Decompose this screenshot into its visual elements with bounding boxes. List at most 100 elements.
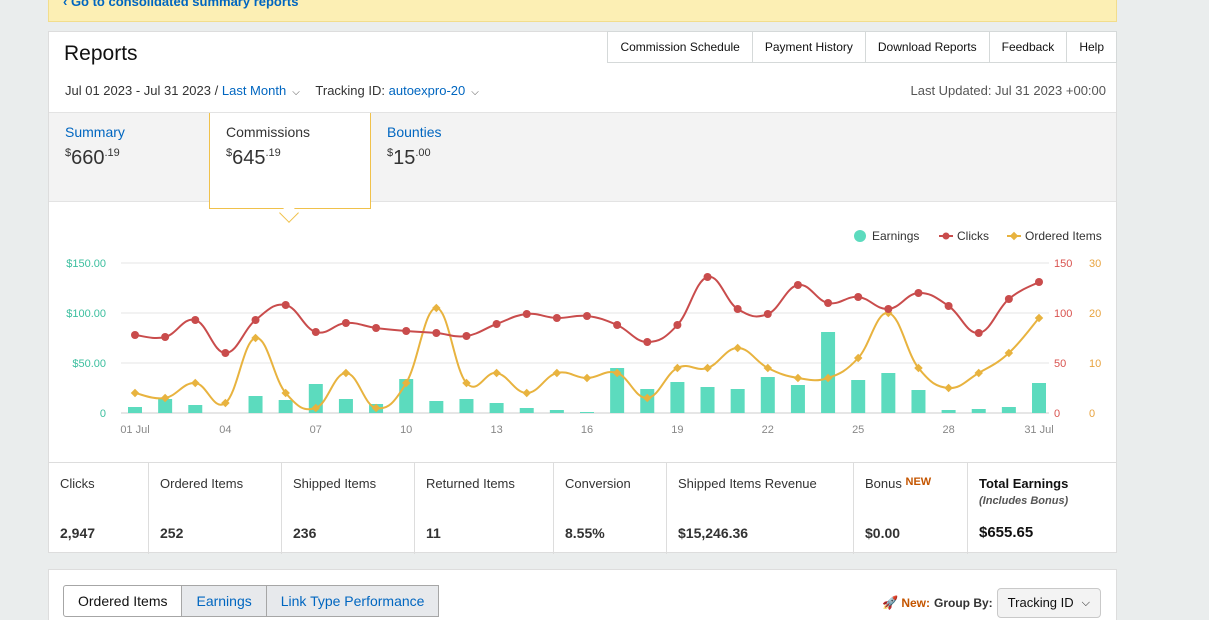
clicks-point [583,312,591,320]
earnings-bar [519,408,534,413]
clicks-point [492,320,501,328]
earnings-bar [429,401,444,413]
ordered-items-point [1034,313,1044,323]
y-clicks-tick: 150 [1054,258,1072,270]
y-ordered-tick: 20 [1089,308,1101,320]
tracking-id-dropdown[interactable]: autoexpro-20 ⌵ [388,83,479,98]
earnings-bar [851,380,866,413]
y-left-tick: 0 [100,408,106,420]
clicks-point [522,310,531,318]
stat-total-earnings: Total Earnings (Includes Bonus) $655.65 [979,476,1069,541]
date-range: Jul 01 2023 - Jul 31 2023 / [65,83,219,98]
consolidated-reports-link[interactable]: ‹ Go to consolidated summary reports [63,0,299,9]
clicks-point [854,293,863,301]
earnings-bar [580,412,594,413]
x-tick: 01 Jul [120,424,149,436]
y-left-tick: $150.00 [66,258,106,270]
clicks-point [1035,278,1043,286]
group-by-select[interactable]: Tracking ID ⌵ [996,588,1101,618]
ordered-items-point [522,388,531,398]
clicks-point [552,314,561,322]
consolidated-banner: ‹ Go to consolidated summary reports [48,0,1117,22]
earnings-bar [610,368,625,413]
report-links: Commission Schedule Payment History Down… [607,31,1117,63]
stat-ordered-items: Ordered Items 252 [149,463,282,554]
tab-link-type-performance[interactable]: Link Type Performance [265,585,440,617]
x-tick: 19 [671,424,683,436]
ordered-items-point [763,363,773,373]
ordered-items-point [432,303,441,313]
ordered-items-point [612,368,622,378]
page-title: Reports [64,42,138,65]
clicks-point [251,316,260,324]
new-badge: NEW [905,476,932,488]
legend-clicks-label: Clicks [957,229,989,243]
y-ordered-tick: 10 [1089,358,1101,370]
help-link[interactable]: Help [1066,31,1117,63]
feedback-link[interactable]: Feedback [988,31,1068,63]
tab-bounties[interactable]: Bounties $15.00 [371,113,531,203]
reports-card: Reports Commission Schedule Payment Hist… [48,31,1117,554]
clicks-point [613,321,622,329]
ordered-items-point [673,363,682,373]
x-tick: 07 [310,424,322,436]
earnings-bar [881,373,896,413]
earnings-bar [128,407,142,413]
legend-ordered-swatch [1009,231,1019,241]
earnings-bar [670,382,685,413]
tracking-id-label: Tracking ID: [315,83,385,98]
detail-tabs: Ordered Items Earnings Link Type Perform… [63,585,440,617]
clicks-point [914,289,923,297]
stat-shipped-revenue: Shipped Items Revenue $15,246.36 [667,463,854,554]
tab-earnings[interactable]: Earnings [181,585,267,617]
tab-label: Summary [65,124,125,140]
clicks-point [462,332,471,340]
clicks-point [1004,295,1013,303]
clicks-point [311,328,320,336]
chevron-down-icon: ⌵ [471,87,479,98]
filter-row: Jul 01 2023 - Jul 31 2023 / Last Month ⌵ … [65,83,479,98]
clicks-point [191,316,200,324]
clicks-point [432,329,441,337]
x-tick: 04 [219,424,231,436]
tab-amount: $645.19 [226,147,281,169]
ordered-items-point [733,343,742,353]
legend-clicks-swatch [942,232,950,240]
commission-schedule-link[interactable]: Commission Schedule [607,31,753,63]
rocket-icon: 🚀 [882,595,899,610]
y-ordered-tick: 0 [1089,408,1095,420]
download-reports-link[interactable]: Download Reports [864,31,990,63]
earnings-bar [941,410,956,413]
clicks-point [733,305,742,313]
y-left-tick: $50.00 [72,358,106,370]
tab-commissions[interactable]: Commissions $645.19 [209,113,371,209]
earnings-bar [338,399,353,413]
tab-summary[interactable]: Summary $660.19 [49,113,209,203]
ordered-items-point [703,363,712,373]
group-by-label: Group By: [934,596,993,610]
earnings-bar [158,399,173,413]
earnings-bar [489,403,504,413]
stat-conversion: Conversion 8.55% [554,463,667,554]
payment-history-link[interactable]: Payment History [751,31,866,63]
earnings-bar [790,385,805,413]
stat-returned-items: Returned Items 11 [415,463,554,554]
earnings-bar [971,409,986,413]
earnings-bar [821,332,836,413]
ordered-items-point [974,368,983,378]
y-clicks-tick: 0 [1054,408,1060,420]
earnings-bar [911,390,926,413]
stat-shipped-items: Shipped Items 236 [282,463,415,554]
x-tick: 28 [942,424,954,436]
date-preset-dropdown[interactable]: Last Month ⌵ [221,83,300,98]
new-label: New: [901,596,930,610]
ordered-items-point [823,373,833,383]
tab-ordered-items[interactable]: Ordered Items [63,585,183,617]
ordered-items-point [311,403,321,413]
ordered-items-point [643,393,652,403]
ordered-items-point [462,378,471,388]
ordered-items-point [492,368,501,378]
tab-amount: $660.19 [65,147,120,169]
clicks-point [974,329,983,337]
earnings-bar [459,399,474,413]
